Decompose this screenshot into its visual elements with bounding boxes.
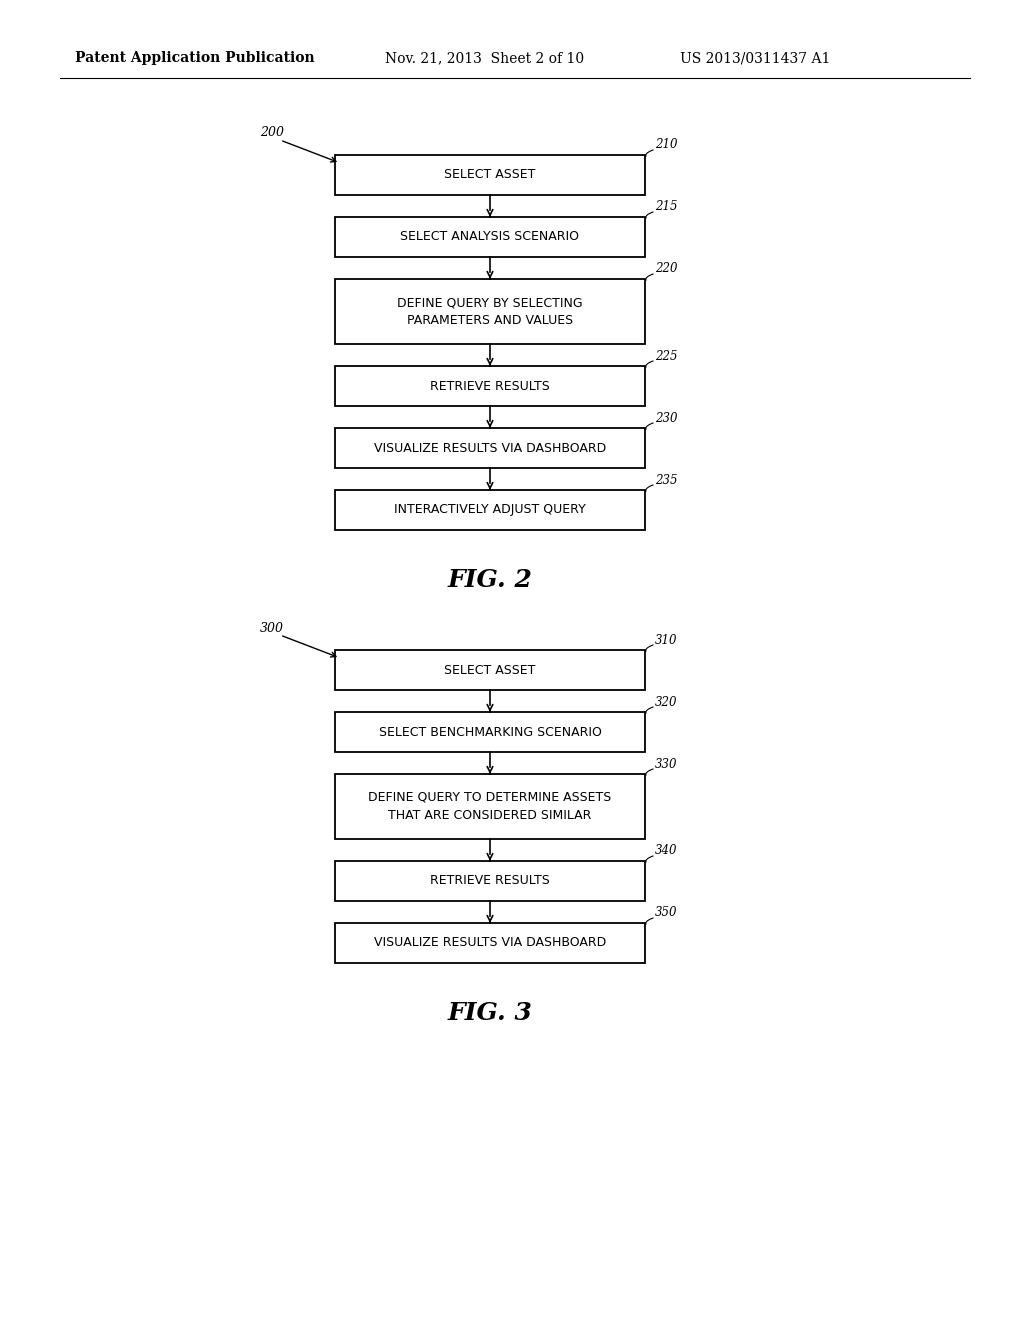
Bar xyxy=(335,154,645,195)
Text: VISUALIZE RESULTS VIA DASHBOARD: VISUALIZE RESULTS VIA DASHBOARD xyxy=(374,441,606,454)
Bar xyxy=(335,711,645,752)
Bar xyxy=(335,774,645,840)
Text: FIG. 2: FIG. 2 xyxy=(447,568,532,591)
Text: 215: 215 xyxy=(655,201,678,214)
Text: 350: 350 xyxy=(655,907,678,920)
Text: 200: 200 xyxy=(260,127,284,140)
Bar xyxy=(335,649,645,690)
Text: 320: 320 xyxy=(655,696,678,709)
Text: FIG. 3: FIG. 3 xyxy=(447,1001,532,1026)
Bar xyxy=(335,490,645,531)
Bar xyxy=(335,923,645,964)
Text: 300: 300 xyxy=(260,622,284,635)
Bar xyxy=(335,428,645,469)
Text: Patent Application Publication: Patent Application Publication xyxy=(75,51,314,65)
Text: 210: 210 xyxy=(655,139,678,152)
Text: 340: 340 xyxy=(655,845,678,858)
Text: INTERACTIVELY ADJUST QUERY: INTERACTIVELY ADJUST QUERY xyxy=(394,503,586,516)
Bar xyxy=(335,366,645,407)
Text: DEFINE QUERY BY SELECTING
PARAMETERS AND VALUES: DEFINE QUERY BY SELECTING PARAMETERS AND… xyxy=(397,296,583,327)
Text: SELECT ASSET: SELECT ASSET xyxy=(444,664,536,676)
Text: DEFINE QUERY TO DETERMINE ASSETS
THAT ARE CONSIDERED SIMILAR: DEFINE QUERY TO DETERMINE ASSETS THAT AR… xyxy=(369,791,611,822)
Text: SELECT ASSET: SELECT ASSET xyxy=(444,169,536,181)
Text: SELECT ANALYSIS SCENARIO: SELECT ANALYSIS SCENARIO xyxy=(400,231,580,243)
Text: SELECT BENCHMARKING SCENARIO: SELECT BENCHMARKING SCENARIO xyxy=(379,726,601,738)
Text: 235: 235 xyxy=(655,474,678,487)
Text: VISUALIZE RESULTS VIA DASHBOARD: VISUALIZE RESULTS VIA DASHBOARD xyxy=(374,936,606,949)
Text: RETRIEVE RESULTS: RETRIEVE RESULTS xyxy=(430,380,550,392)
Text: RETRIEVE RESULTS: RETRIEVE RESULTS xyxy=(430,874,550,887)
Text: US 2013/0311437 A1: US 2013/0311437 A1 xyxy=(680,51,830,65)
Text: 225: 225 xyxy=(655,350,678,363)
Text: 310: 310 xyxy=(655,634,678,647)
Text: 330: 330 xyxy=(655,758,678,771)
Text: Nov. 21, 2013  Sheet 2 of 10: Nov. 21, 2013 Sheet 2 of 10 xyxy=(385,51,584,65)
Bar xyxy=(335,216,645,257)
Text: 220: 220 xyxy=(655,263,678,276)
Text: 230: 230 xyxy=(655,412,678,425)
Bar xyxy=(335,279,645,345)
Bar xyxy=(335,861,645,902)
